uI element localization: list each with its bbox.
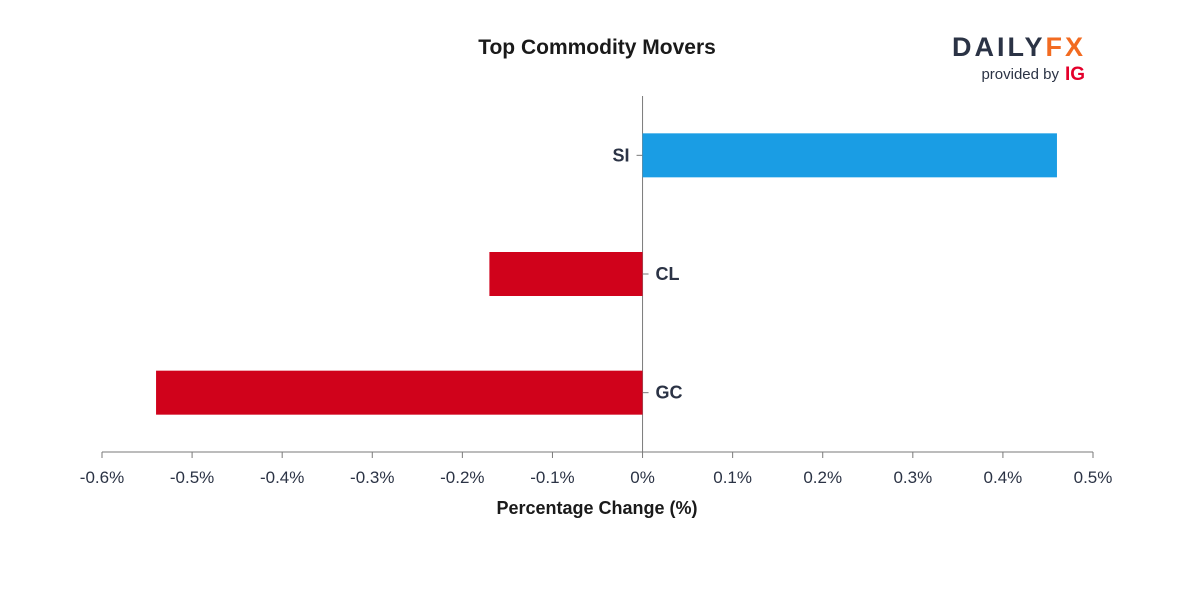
x-tick-label: -0.3%	[350, 468, 394, 487]
x-tick-label: -0.6%	[80, 468, 124, 487]
logo-provided-by: provided by	[981, 66, 1059, 83]
chart-title: Top Commodity Movers	[478, 36, 716, 59]
x-tick-label: 0.3%	[893, 468, 932, 487]
x-tick-label: 0.5%	[1074, 468, 1113, 487]
bar-gc	[156, 370, 643, 415]
x-tick-label: 0%	[630, 468, 655, 487]
dailyfx-logo: DAILYFX provided by IG	[952, 32, 1086, 85]
x-tick-label: -0.1%	[530, 468, 574, 487]
logo-daily: DAILY	[952, 32, 1046, 62]
x-tick-label: -0.5%	[170, 468, 214, 487]
x-axis-title: Percentage Change (%)	[496, 498, 697, 518]
x-tick-label: -0.4%	[260, 468, 304, 487]
category-label-si: SI	[613, 145, 630, 165]
x-tick-label: 0.4%	[984, 468, 1023, 487]
logo-fx: FX	[1045, 32, 1086, 62]
bar-cl	[489, 252, 643, 296]
category-label-gc: GC	[656, 383, 683, 403]
x-tick-label: 0.1%	[713, 468, 752, 487]
bar-si	[642, 133, 1057, 178]
category-label-cl: CL	[656, 264, 680, 284]
x-tick-label: -0.2%	[440, 468, 484, 487]
logo-wordmark: DAILYFX	[952, 32, 1086, 62]
plot-area: -0.6% -0.5% -0.4% -0.3% -0.2% -0.1% 0% 0.1% 0.2%…	[80, 96, 1113, 487]
x-tick-label: 0.2%	[803, 468, 842, 487]
logo-ig: IG	[1065, 64, 1085, 85]
